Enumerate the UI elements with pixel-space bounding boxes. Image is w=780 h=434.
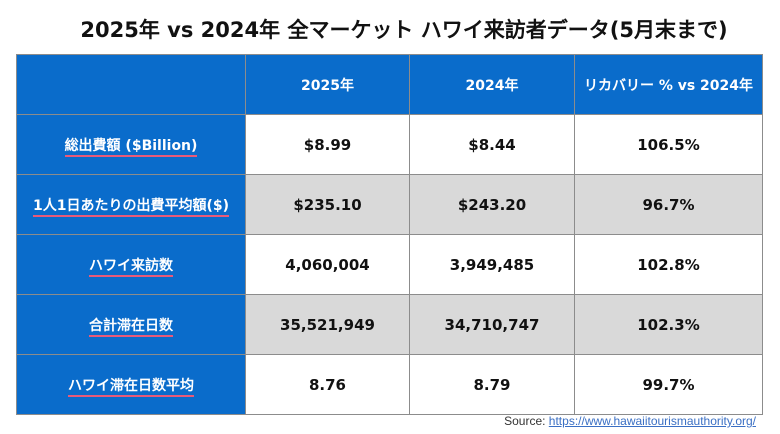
- source-note: Source: https://www.hawaiitourismauthori…: [504, 414, 756, 428]
- row-label: 総出費額 ($Billion): [64, 137, 198, 157]
- value-2025: 4,060,004: [245, 234, 410, 295]
- value-2025: 35,521,949: [245, 294, 410, 355]
- table-row: ハワイ来訪数 4,060,004 3,949,485 102.8%: [16, 234, 763, 295]
- table-row: 合計滞在日数 35,521,949 34,710,747 102.3%: [16, 294, 763, 355]
- page-title: 2025年 vs 2024年 全マーケット ハワイ来訪者データ(5月末まで): [80, 18, 728, 42]
- value-2024: 3,949,485: [409, 234, 575, 295]
- value-recovery: 102.3%: [574, 294, 763, 355]
- value-2025: $8.99: [245, 114, 410, 175]
- table-row: 総出費額 ($Billion) $8.99 $8.44 106.5%: [16, 114, 763, 175]
- row-label-cell: ハワイ滞在日数平均: [16, 354, 246, 415]
- row-label-cell: 合計滞在日数: [16, 294, 246, 355]
- table-row: 1人1日あたりの出費平均額($) $235.10 $243.20 96.7%: [16, 174, 763, 235]
- source-link[interactable]: https://www.hawaiitourismauthority.org/: [548, 414, 756, 428]
- row-label: ハワイ来訪数: [89, 257, 173, 277]
- header-2024: 2024年: [409, 54, 575, 115]
- header-recovery: リカバリー % vs 2024年: [574, 54, 763, 115]
- row-label-cell: ハワイ来訪数: [16, 234, 246, 295]
- row-label: 合計滞在日数: [89, 317, 173, 337]
- value-recovery: 102.8%: [574, 234, 763, 295]
- row-label: ハワイ滞在日数平均: [68, 377, 194, 397]
- row-label: 1人1日あたりの出費平均額($): [32, 197, 230, 217]
- value-recovery: 96.7%: [574, 174, 763, 235]
- value-2024: 8.79: [409, 354, 575, 415]
- value-recovery: 106.5%: [574, 114, 763, 175]
- value-2024: $243.20: [409, 174, 575, 235]
- visitor-data-table: 2025年 2024年 リカバリー % vs 2024年 総出費額 ($Bill…: [16, 54, 763, 415]
- header-2025: 2025年: [245, 54, 410, 115]
- table-row: ハワイ滞在日数平均 8.76 8.79 99.7%: [16, 354, 763, 415]
- header-corner-cell: [16, 54, 246, 115]
- value-2025: $235.10: [245, 174, 410, 235]
- value-2025: 8.76: [245, 354, 410, 415]
- value-recovery: 99.7%: [574, 354, 763, 415]
- row-label-cell: 1人1日あたりの出費平均額($): [16, 174, 246, 235]
- value-2024: 34,710,747: [409, 294, 575, 355]
- row-label-cell: 総出費額 ($Billion): [16, 114, 246, 175]
- source-prefix: Source:: [504, 414, 549, 428]
- value-2024: $8.44: [409, 114, 575, 175]
- table-header-row: 2025年 2024年 リカバリー % vs 2024年: [16, 54, 763, 115]
